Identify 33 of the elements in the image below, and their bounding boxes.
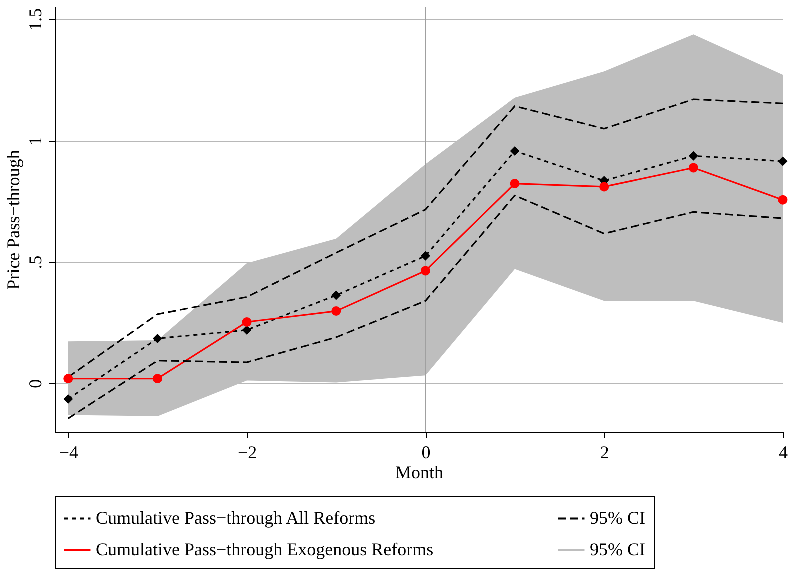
legend-label: Cumulative Pass−through Exogenous Reforms [96,540,434,560]
y-tick-label: 1 [26,136,46,146]
y-tick-label: 1.5 [26,8,46,31]
point [420,251,430,261]
point [242,326,252,335]
y-tick-label: 0 [26,379,46,388]
point [152,374,162,384]
x-tick-label: 4 [779,442,788,462]
point [688,163,698,173]
point [688,151,698,161]
point [510,146,520,156]
point [778,156,788,166]
x-tick-label: −4 [59,442,78,462]
x-tick-label: 2 [600,442,610,462]
legend-label: 95% CI [590,540,646,560]
point [332,306,342,316]
point [242,317,252,327]
line-series [68,194,784,420]
y-tick-label: .5 [26,256,46,270]
point [510,179,520,189]
x-axis-title: Month [395,462,444,482]
point [600,182,610,192]
point [64,374,74,384]
legend-label: 95% CI [590,508,646,528]
legend-label: Cumulative Pass−through All Reforms [96,508,376,528]
point [420,266,430,276]
point [332,290,342,300]
x-tick-label: −2 [238,442,258,462]
point [152,334,162,344]
x-tick-label: 0 [422,442,431,462]
point [778,195,788,205]
y-axis-title: Price Pass−through [4,150,24,290]
point [64,394,74,404]
